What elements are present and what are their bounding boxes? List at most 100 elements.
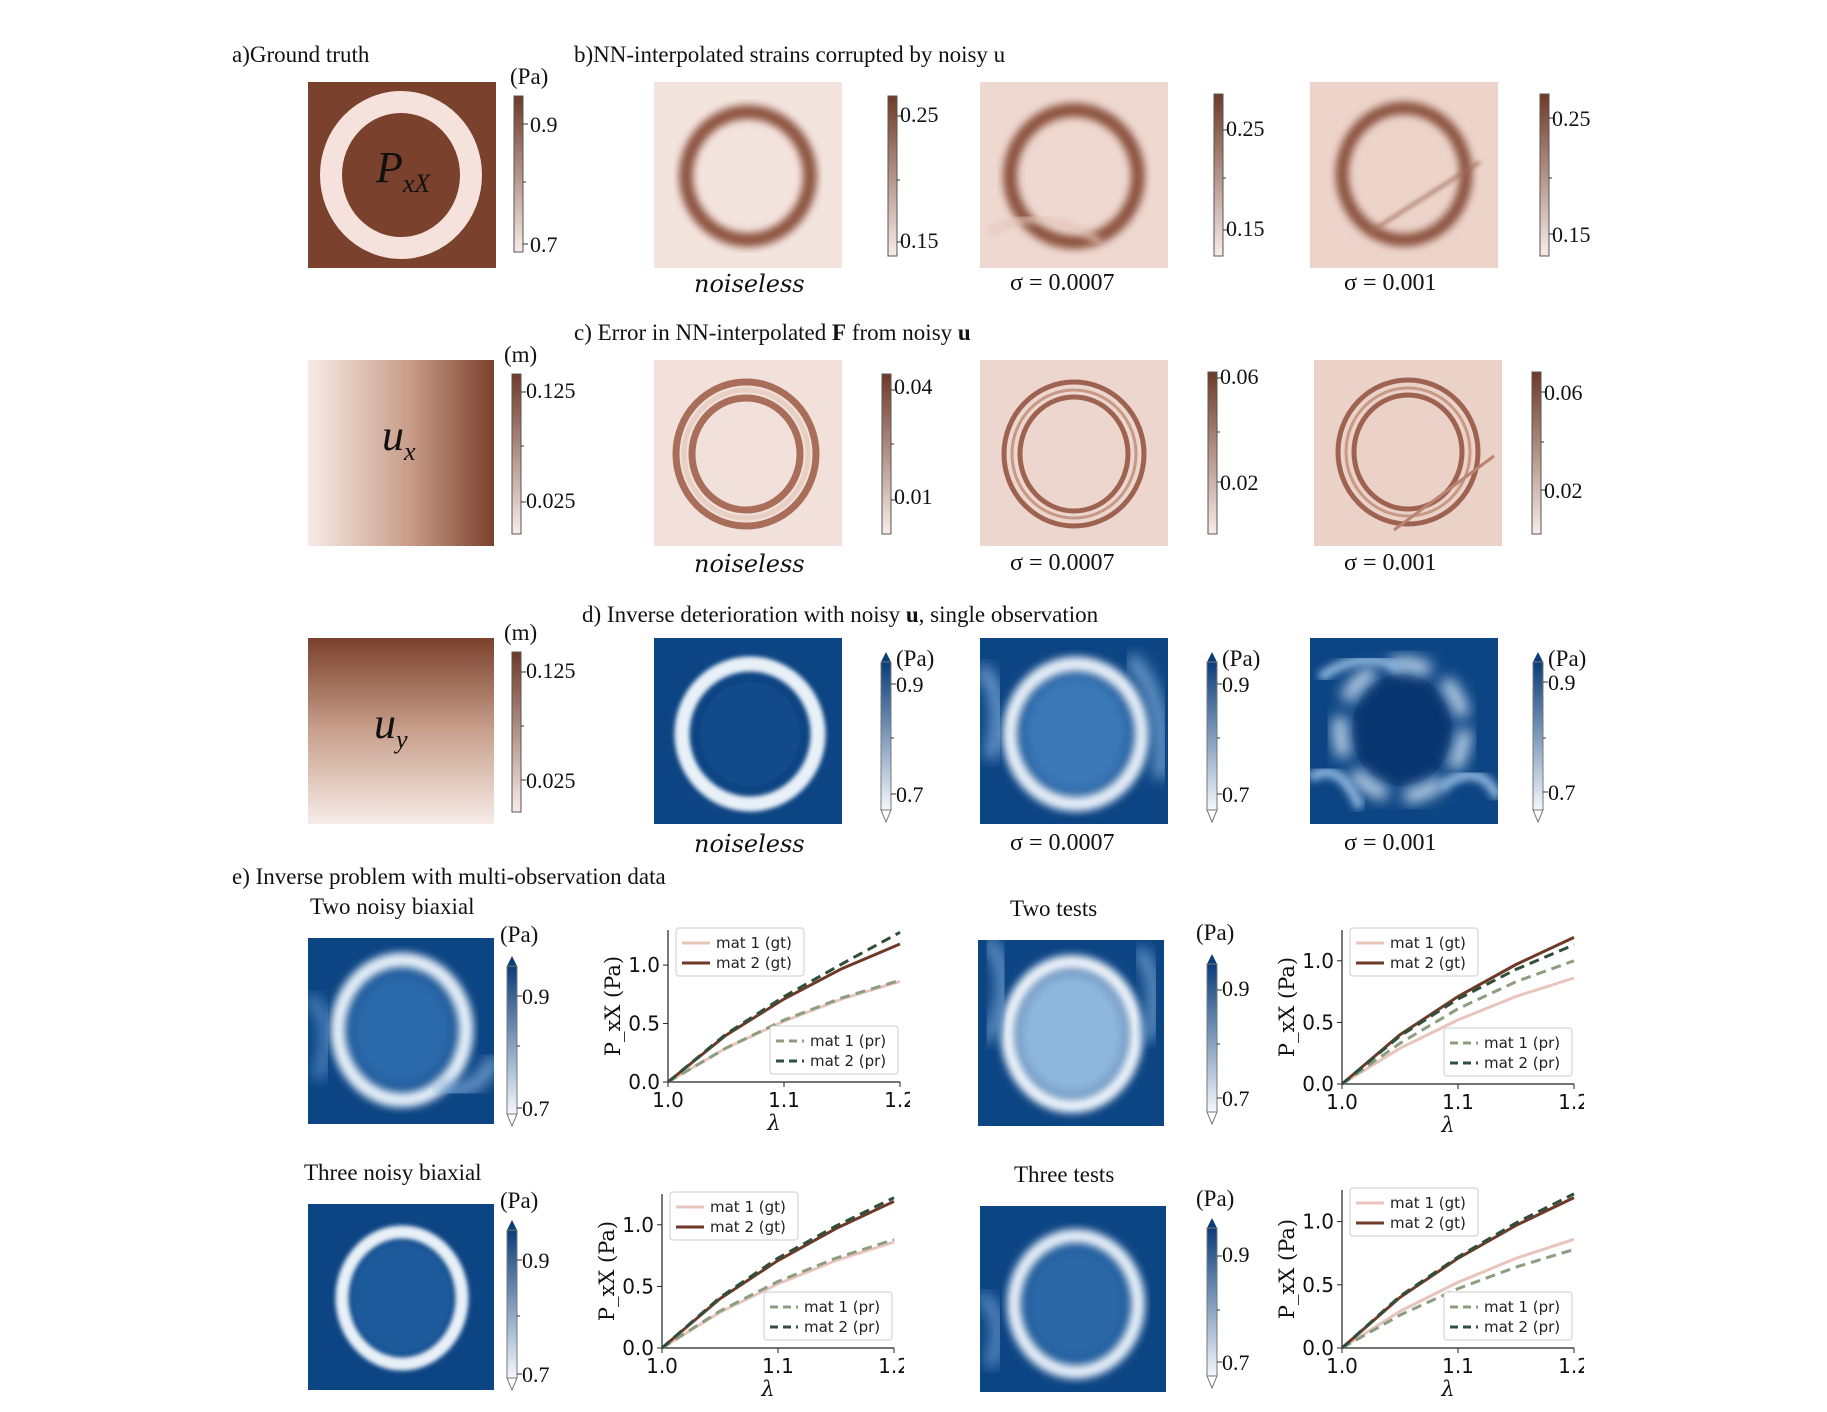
x-tick-label: 1.1 bbox=[762, 1354, 794, 1378]
y-tick-label: 0.0 bbox=[622, 1336, 654, 1360]
ground-truth-ux-map bbox=[308, 360, 494, 546]
y-tick-label: 0.5 bbox=[628, 1012, 660, 1036]
y-tick-label: 1.0 bbox=[1302, 949, 1334, 973]
y-tick-label: 1.0 bbox=[628, 953, 660, 977]
panel-b-title: b)NN-interpolated strains corrupted by n… bbox=[574, 42, 1005, 68]
inverse-colorbar-1 bbox=[880, 652, 896, 824]
pxx-symbol: PxX bbox=[376, 143, 431, 198]
x-axis-label: λ bbox=[1440, 1377, 1454, 1401]
panel-letter: c) bbox=[574, 320, 592, 345]
ground-truth-pxx-map bbox=[308, 82, 496, 268]
x-tick-label: 1.2 bbox=[1558, 1090, 1584, 1114]
y-tick-label: 1.0 bbox=[1302, 1210, 1334, 1234]
inverse-colorbar-2 bbox=[1206, 652, 1222, 824]
error-1-tick-low: 0.01 bbox=[894, 484, 933, 509]
ux-colorbar bbox=[511, 373, 526, 535]
error-1-tick-high: 0.04 bbox=[894, 374, 933, 399]
inverse-2-tick-low: 0.7 bbox=[1222, 782, 1250, 807]
pxx-tick-high: 0.9 bbox=[530, 112, 558, 137]
legend-label: mat 1 (gt) bbox=[710, 1198, 786, 1216]
legend-label: mat 2 (pr) bbox=[810, 1052, 886, 1070]
strain-2-tick-low: 0.15 bbox=[1226, 216, 1265, 241]
series-line bbox=[667, 930, 901, 1084]
y-tick-label: 0.0 bbox=[628, 1070, 660, 1094]
multi-map-three-tests bbox=[980, 1206, 1166, 1392]
inverse-colorbar-3 bbox=[1532, 652, 1548, 824]
multi-2-tick-low: 0.7 bbox=[1222, 1086, 1250, 1111]
error-2-tick-low: 0.02 bbox=[1220, 470, 1259, 495]
panel-d-title-post: , single observation bbox=[918, 602, 1099, 627]
y-axis-label: P_xX (Pa) bbox=[595, 1221, 619, 1321]
multi-4-unit: (Pa) bbox=[1196, 1186, 1235, 1211]
inverse-3-tick-low: 0.7 bbox=[1548, 780, 1576, 805]
y-tick-label: 0.0 bbox=[1302, 1072, 1334, 1096]
x-tick-label: 1.2 bbox=[884, 1088, 910, 1112]
multi-map-three-noisy bbox=[308, 1204, 494, 1390]
error-colorbar-3 bbox=[1531, 371, 1546, 535]
stress-stretch-chart-two-noisy: 0.0 0.5 1.0 1.0 1.1 1.2 λ P_xX (Pa) mat 1 (gt) ma… bbox=[601, 927, 910, 1135]
strain-colorbar-2 bbox=[1213, 93, 1228, 257]
panel-letter: e) bbox=[232, 864, 250, 889]
x-axis-label: λ bbox=[766, 1111, 780, 1135]
legend-label: mat 1 (gt) bbox=[1390, 934, 1466, 952]
caption-sigma-0007: σ = 0.0007 bbox=[1010, 830, 1115, 856]
strain-colorbar-1 bbox=[887, 95, 902, 257]
panel-c-title: c) Error in NN-interpolated F from noisy… bbox=[574, 320, 971, 346]
inverse-3-tick-high: 0.9 bbox=[1548, 670, 1576, 695]
multi-4-tick-low: 0.7 bbox=[1222, 1350, 1250, 1375]
legend-label: mat 2 (pr) bbox=[1484, 1054, 1560, 1072]
inverse-map-sigma-001 bbox=[1310, 638, 1498, 824]
uy-symbol: uy bbox=[374, 699, 408, 754]
legend-label: mat 2 (gt) bbox=[716, 954, 792, 972]
y-tick-label: 0.0 bbox=[1302, 1336, 1334, 1360]
panel-letter: a) bbox=[232, 42, 250, 67]
y-tick-label: 0.5 bbox=[1302, 1010, 1334, 1034]
panel-a-title: a)Ground truth bbox=[232, 42, 369, 68]
uy-colorbar bbox=[511, 651, 526, 813]
series-line bbox=[1341, 943, 1575, 1086]
y-tick-label: 0.5 bbox=[622, 1274, 654, 1298]
ux-tick-low: 0.025 bbox=[526, 488, 576, 513]
uy-tick-low: 0.025 bbox=[526, 768, 576, 793]
multi-title-three-noisy: Three noisy biaxial bbox=[304, 1160, 482, 1185]
panel-d-title-text: Inverse deterioration with noisy bbox=[606, 602, 906, 627]
inverse-2-unit: (Pa) bbox=[1222, 646, 1261, 671]
multi-colorbar-4 bbox=[1206, 1218, 1222, 1390]
panel-e-title: e) Inverse problem with multi-observatio… bbox=[232, 864, 666, 890]
x-tick-label: 1.1 bbox=[1442, 1090, 1474, 1114]
stress-stretch-chart-two-tests: 0.0 0.5 1.0 1.0 1.1 1.2 λ P_xX (Pa) mat 1 (gt) ma… bbox=[1275, 927, 1584, 1137]
stress-stretch-chart-three-tests: 0.0 0.5 1.0 1.0 1.1 1.2 λ P_xX (Pa) mat 1 (gt) ma… bbox=[1275, 1187, 1584, 1401]
panel-c-title-mid: from noisy bbox=[846, 320, 958, 345]
multi-1-tick-low: 0.7 bbox=[522, 1096, 550, 1121]
error-colorbar-1 bbox=[881, 373, 896, 535]
series-line bbox=[667, 978, 901, 1084]
pxx-tick-low: 0.7 bbox=[530, 232, 558, 257]
inverse-2-tick-high: 0.9 bbox=[1222, 672, 1250, 697]
panel-c-bold-F: F bbox=[832, 320, 847, 345]
multi-2-tick-high: 0.9 bbox=[1222, 976, 1250, 1001]
y-tick-label: 0.5 bbox=[1302, 1273, 1334, 1297]
legend-label: mat 2 (gt) bbox=[1390, 954, 1466, 972]
x-tick-label: 1.2 bbox=[1558, 1354, 1584, 1378]
error-2-tick-high: 0.06 bbox=[1220, 364, 1259, 389]
x-tick-label: 1.0 bbox=[652, 1088, 684, 1112]
error-3-tick-high: 0.06 bbox=[1544, 380, 1583, 405]
panel-e-title-text: Inverse problem with multi-observation d… bbox=[255, 864, 666, 889]
multi-3-tick-high: 0.9 bbox=[522, 1248, 550, 1273]
strain-map-sigma-0007 bbox=[980, 82, 1168, 268]
caption-noiseless: noiseless bbox=[694, 550, 805, 578]
legend-label: mat 2 (gt) bbox=[710, 1218, 786, 1236]
multi-3-unit: (Pa) bbox=[500, 1188, 539, 1213]
x-tick-label: 1.2 bbox=[878, 1354, 904, 1378]
strain-map-noiseless bbox=[654, 82, 842, 268]
series-line bbox=[661, 1240, 895, 1350]
error-colorbar-2 bbox=[1207, 371, 1222, 535]
x-tick-label: 1.0 bbox=[1326, 1354, 1358, 1378]
legend-label: mat 2 (pr) bbox=[1484, 1318, 1560, 1336]
multi-title-three-tests: Three tests bbox=[1014, 1162, 1115, 1187]
x-axis-label: λ bbox=[1440, 1113, 1454, 1137]
multi-colorbar-3 bbox=[506, 1220, 522, 1392]
y-axis-label: P_xX (Pa) bbox=[1275, 957, 1299, 1057]
pxx-unit: (Pa) bbox=[510, 64, 549, 89]
legend-label: mat 1 (gt) bbox=[1390, 1194, 1466, 1212]
